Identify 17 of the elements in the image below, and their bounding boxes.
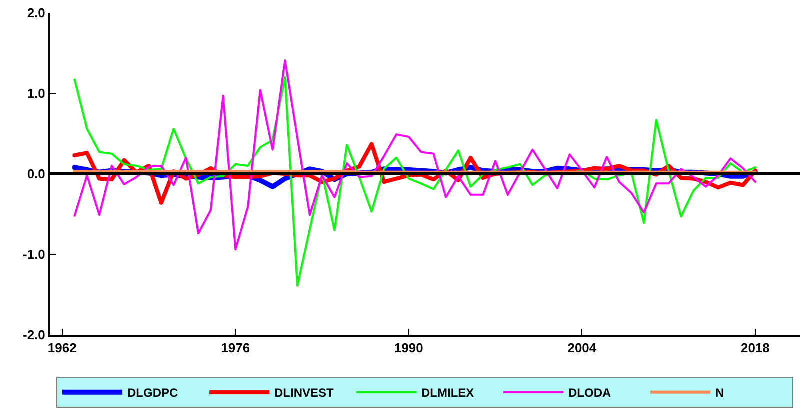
line-series — [74, 76, 756, 287]
legend-label: DLINVEST — [274, 386, 335, 400]
x-tick-label: 2004 — [568, 340, 598, 356]
y-tick-label: -1.0 — [22, 247, 46, 262]
x-tick-label: 2018 — [740, 340, 770, 356]
x-tick-label: 1990 — [394, 340, 424, 356]
x-tick-label: 1976 — [221, 340, 250, 356]
legend-label: DLMILEX — [422, 386, 474, 400]
legend-label: N — [716, 386, 724, 400]
y-tick-label: 2.0 — [27, 6, 46, 21]
legend-label: DLGDPC — [128, 386, 178, 400]
y-tick-label: 1.0 — [27, 86, 46, 102]
line-series — [74, 60, 756, 251]
y-tick-label: 0.0 — [27, 166, 46, 182]
y-tick-label: -2.0 — [22, 328, 46, 343]
x-tick-label: 1962 — [48, 340, 77, 356]
legend-label: DLODA — [568, 386, 612, 400]
